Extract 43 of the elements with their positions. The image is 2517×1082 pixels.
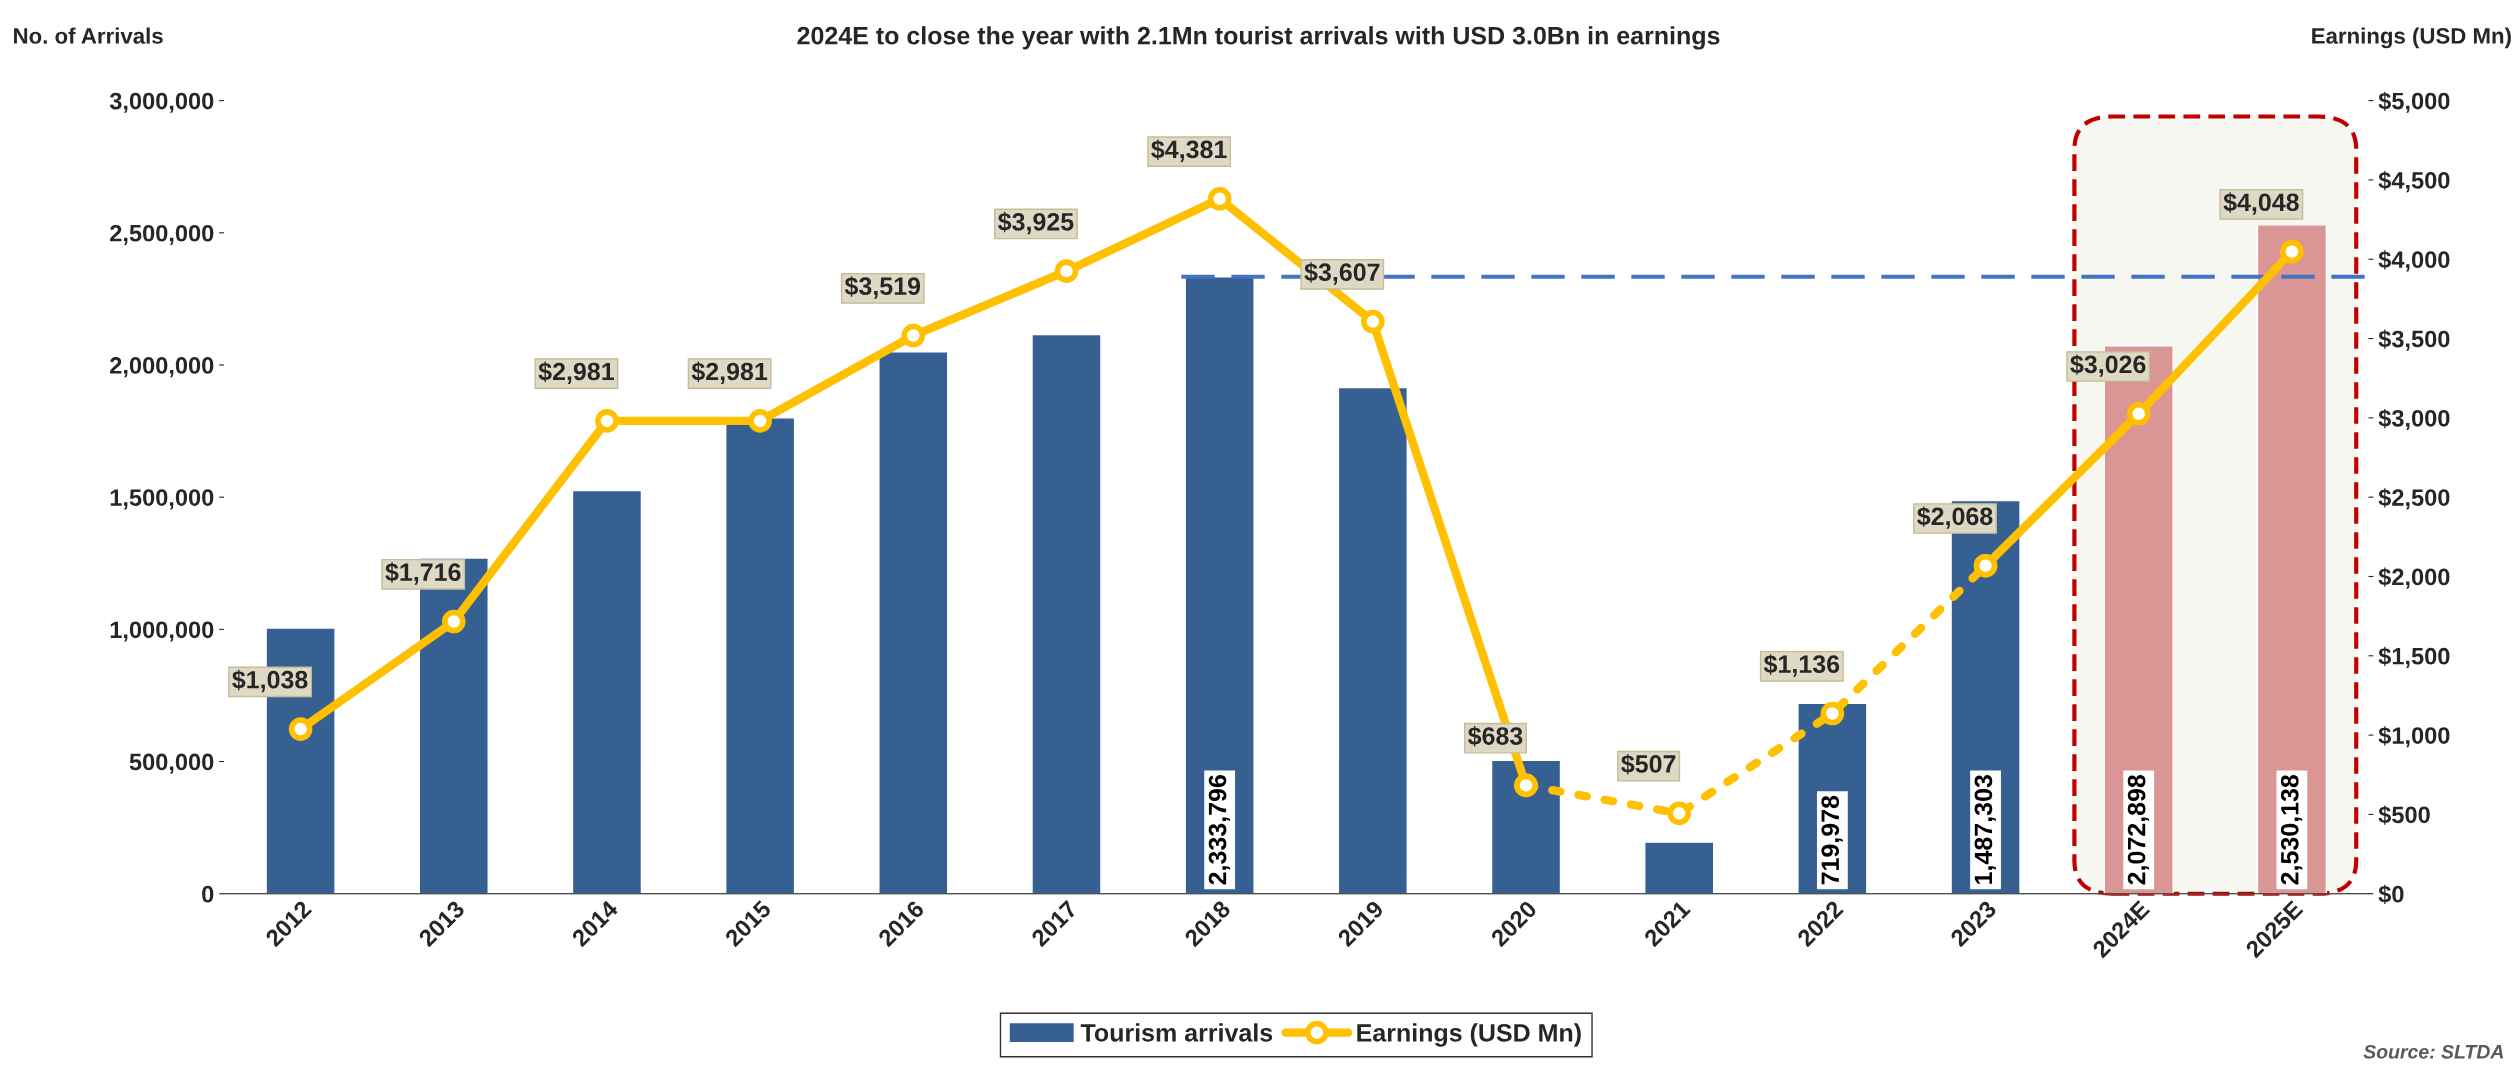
data-label: $1,038	[232, 669, 308, 693]
y-axis-title: No. of Arrivals	[14, 27, 163, 44]
y2-tick-label: $1,500	[2378, 646, 2450, 669]
y2-tick-label: $4,500	[2378, 170, 2450, 193]
y-tick-label: 1,000,000	[110, 621, 214, 642]
y-tick-label: 2,500,000	[110, 224, 214, 246]
data-label: $1,136	[1763, 654, 1840, 677]
data-label: $1,716	[385, 562, 461, 585]
y-tick-label: 1,500,000	[110, 489, 214, 510]
y2-tick-label: $2,000	[2378, 567, 2450, 589]
y2-tick-label: $4,000	[2378, 250, 2450, 272]
legend-label: Tourism arrivals	[1080, 1023, 1273, 1042]
y2-tick-label: $2,500	[2378, 488, 2450, 510]
data-label: $683	[1467, 726, 1523, 747]
data-label: $2,068	[1917, 506, 1993, 529]
data-label: $3,026	[2070, 354, 2146, 377]
data-label: 1,487,303	[1974, 775, 1996, 884]
y2-axis-title: Earnings (USD Mn)	[2312, 27, 2511, 49]
chart-title: 2024E to close the year with 2.1Mn tourist arrivals with USD 3.0Bn in earnings	[797, 26, 1720, 50]
y-tick-label: 3,000,000	[109, 92, 214, 113]
data-label: $4,048	[2223, 192, 2299, 215]
source-note: Source: SLTDA	[2363, 1044, 2504, 1059]
data-label: $3,607	[1304, 262, 1380, 285]
data-label: $3,519	[844, 276, 921, 299]
y2-tick-label: $5,000	[2378, 91, 2450, 113]
data-label: 2,072,898	[2127, 774, 2150, 885]
data-label: $2,981	[691, 361, 768, 384]
data-label: 719,978	[1821, 795, 1843, 885]
y-tick-label: 0	[202, 885, 214, 903]
data-label: $4,381	[1151, 139, 1227, 162]
data-label: $507	[1621, 754, 1676, 775]
y2-tick-label: $3,500	[2378, 329, 2450, 351]
legend-label: Earnings (USD Mn)	[1357, 1023, 1581, 1047]
y2-tick-label: $0	[2378, 884, 2404, 905]
data-label: $2,981	[538, 361, 614, 384]
data-label: 2,333,796	[1208, 775, 1230, 885]
y-tick-label: 500,000	[129, 753, 214, 774]
data-label: 2,530,138	[2280, 774, 2303, 885]
y2-tick-label: $500	[2378, 805, 2430, 825]
y2-tick-label: $3,000	[2378, 408, 2450, 431]
y2-tick-label: $1,000	[2378, 726, 2450, 748]
y-tick-label: 2,000,000	[110, 357, 214, 378]
data-label: $3,925	[998, 211, 1074, 235]
